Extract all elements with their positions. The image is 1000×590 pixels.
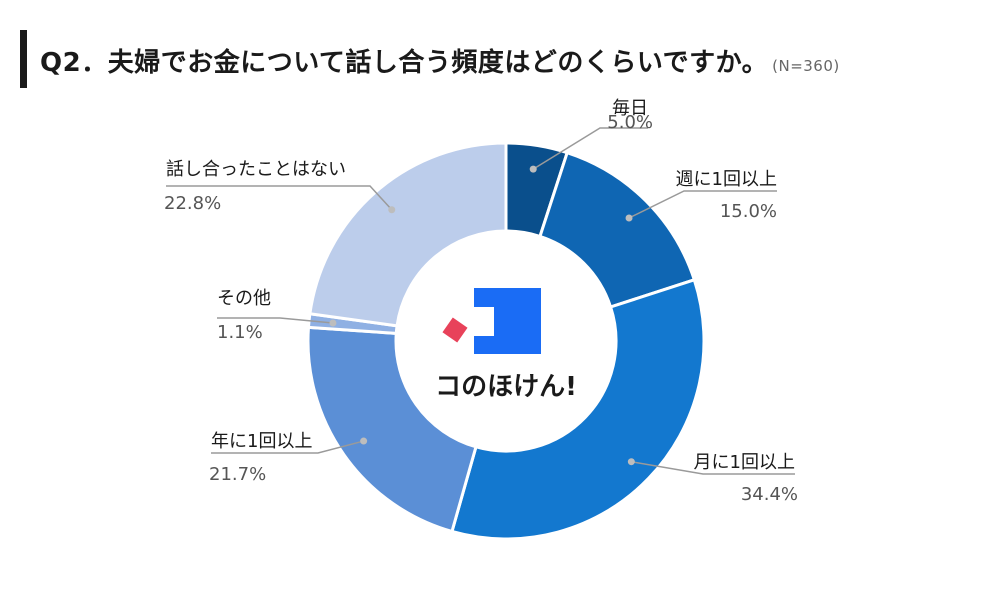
chart-title: Q2．夫婦でお金について話し合う頻度はどのくらいですか。 (N=360) (40, 42, 840, 79)
slice-label-2: 月に1回以上 (694, 452, 795, 473)
slice-label-5: 話し合ったことはない (166, 159, 346, 180)
leader-dot-3 (360, 437, 368, 445)
slice-3 (306, 325, 478, 534)
slice-label-3: 年に1回以上 (211, 431, 312, 452)
leader-dot-5 (388, 206, 396, 214)
slice-1 (538, 150, 697, 309)
leader-line-1 (628, 190, 777, 219)
slice-value-0: 5.0% (607, 112, 653, 133)
donut-slices (306, 141, 706, 541)
leader-dot-4 (329, 319, 337, 327)
slice-2 (450, 277, 706, 541)
slice-label-1: 週に1回以上 (676, 169, 777, 190)
slice-value-3: 21.7% (209, 464, 266, 485)
sample-size: (N=360) (772, 57, 840, 75)
leader-dot-2 (627, 458, 635, 466)
slice-labels: 毎日5.0% 週に1回以上 15.0% 月に1回以上 34.4% 年に1回以上 21.7% そ… (164, 98, 798, 505)
leader-dot-0 (529, 165, 537, 173)
logo-blue-block (474, 288, 541, 354)
leader-line-2 (631, 460, 795, 475)
slice-label-0: 毎日 (612, 98, 648, 119)
logo-red-diamond (442, 317, 468, 343)
leader-line-4 (217, 317, 334, 324)
title-accent-bar (20, 30, 27, 88)
slice-value-4: 1.1% (217, 322, 263, 343)
leader-lines (166, 127, 795, 475)
slice-5 (308, 141, 508, 328)
chart-title-text: Q2．夫婦でお金について話し合う頻度はどのくらいですか。 (40, 48, 769, 78)
brand-logo: コのほけん! (435, 288, 577, 402)
leader-line-3 (211, 440, 364, 454)
slice-value-5: 22.8% (164, 193, 221, 214)
leader-line-5 (166, 185, 393, 211)
leader-line-0 (532, 127, 648, 170)
slice-value-1: 15.0% (720, 201, 777, 222)
slice-value-2: 34.4% (741, 484, 798, 505)
slice-label-4: その他 (217, 288, 271, 309)
leader-dot-1 (625, 214, 633, 222)
brand-name: コのほけん! (435, 372, 577, 402)
